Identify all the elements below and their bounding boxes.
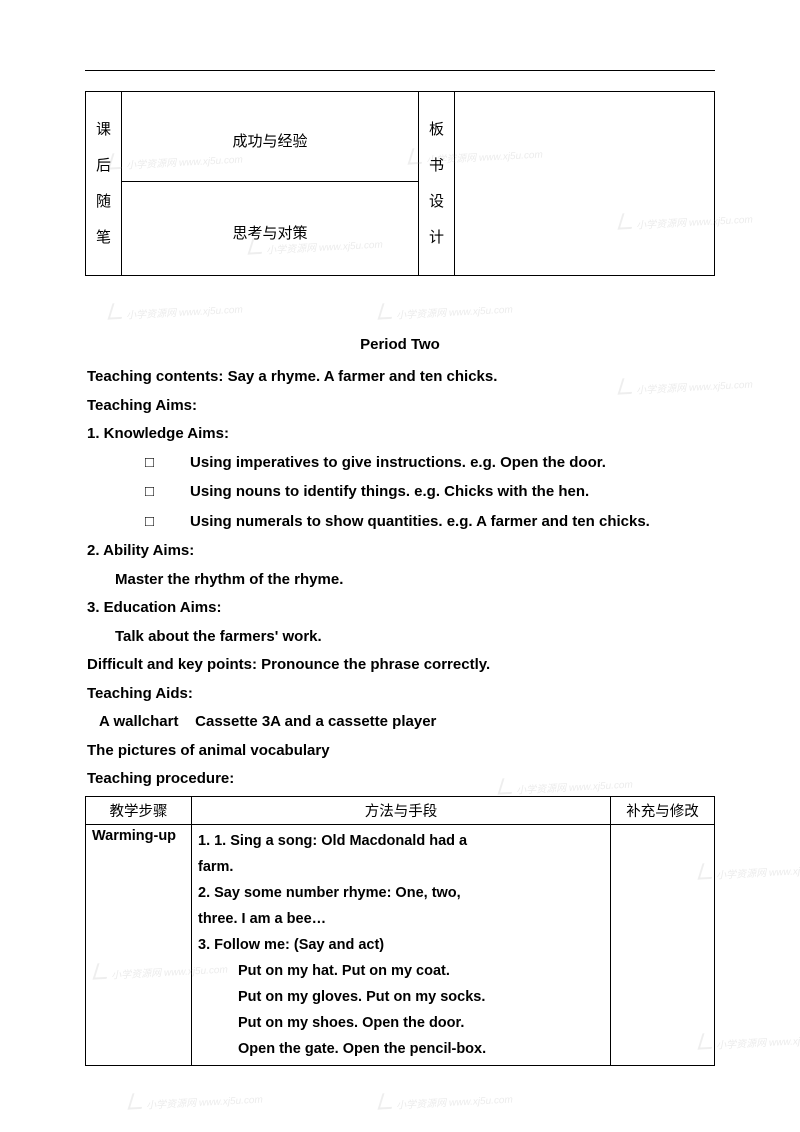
header-methods: 方法与手段 [192, 796, 611, 824]
reflection-table: 课 后 随 笔 成功与经验 板 书 设 计 思考与对策 [85, 91, 715, 276]
watermark-icon: 小学资源网 www.xj5u.com [380, 297, 514, 323]
difficult-line: Difficult and key points: Pronounce the … [85, 651, 715, 680]
knowledge-aims-line: 1. Knowledge Aims: [85, 420, 715, 449]
teaching-aims-line: Teaching Aims: [85, 392, 715, 421]
teaching-contents-line: Teaching contents: Say a rhyme. A farmer… [85, 363, 715, 392]
watermark-icon: 小学资源网 www.xj5u.com [110, 297, 244, 323]
bullet-2: □ Using nouns to identify things. e.g. C… [85, 478, 715, 508]
period-title: Period Two [85, 336, 715, 353]
board-design-cell [455, 92, 715, 276]
header-supplement: 补充与修改 [611, 796, 715, 824]
left-vertical-label: 课 后 随 笔 [86, 92, 122, 276]
ability-aims-line: 2. Ability Aims: [85, 537, 715, 566]
right-vertical-label: 板 书 设 计 [419, 92, 455, 276]
watermark-icon: 小学资源网 www.xj5u.com [380, 1087, 514, 1113]
bullet-3: □ Using numerals to show quantities. e.g… [85, 508, 715, 538]
teaching-aids-content: A wallchart Cassette 3A and a cassette p… [85, 708, 715, 737]
procedure-line: Teaching procedure: [85, 765, 715, 794]
master-line: Master the rhythm of the rhyme. [85, 566, 715, 595]
pictures-line: The pictures of animal vocabulary [85, 737, 715, 766]
step-warming-up: Warming-up [86, 824, 192, 1066]
talk-line: Talk about the farmers' work. [85, 623, 715, 652]
procedure-table: 教学步骤 方法与手段 补充与修改 Warming-up 1. 1. Sing a… [85, 796, 715, 1067]
cell-success-experience: 成功与经验 [122, 92, 419, 182]
teaching-aids-label: Teaching Aids: [85, 680, 715, 709]
watermark-icon: 小学资源网 www.xj5u.com [130, 1087, 264, 1113]
header-steps: 教学步骤 [86, 796, 192, 824]
cell-thinking-strategy: 思考与对策 [122, 182, 419, 276]
education-aims-line: 3. Education Aims: [85, 594, 715, 623]
top-horizontal-rule [85, 70, 715, 71]
supplement-cell [611, 824, 715, 1066]
method-content: 1. 1. Sing a song: Old Macdonald had a f… [192, 824, 611, 1066]
bullet-1: □ Using imperatives to give instructions… [85, 449, 715, 479]
